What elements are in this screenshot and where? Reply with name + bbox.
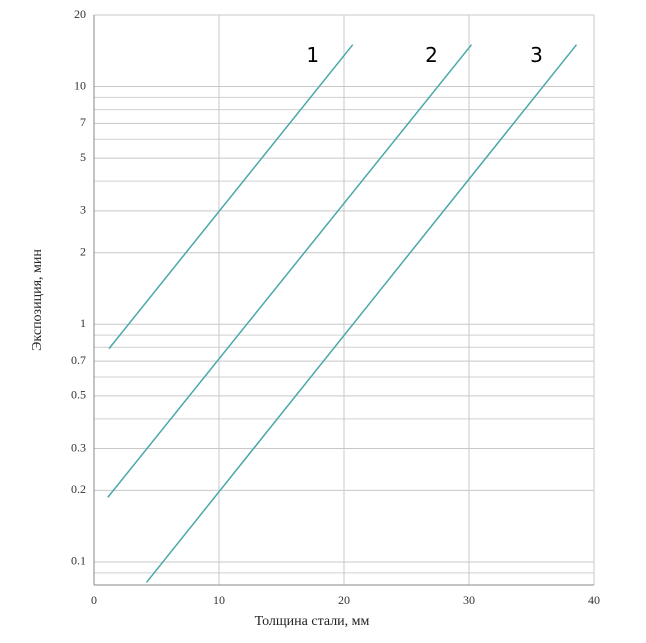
x-tick-label: 0 xyxy=(91,593,97,607)
series-line xyxy=(145,44,578,583)
y-tick-label: 10 xyxy=(74,78,86,92)
y-axis-title: Экспозиция, мин xyxy=(30,249,45,351)
series-label: 2 xyxy=(425,43,438,67)
y-tick-label: 0.7 xyxy=(71,353,86,367)
y-tick-label: 0.3 xyxy=(71,440,86,454)
series-label: 1 xyxy=(306,43,319,67)
x-tick-label: 20 xyxy=(338,593,350,607)
y-tick-label: 0.2 xyxy=(71,482,86,496)
series-line xyxy=(108,44,354,350)
y-tick-label: 3 xyxy=(80,203,86,217)
x-axis-title: Толщина стали, мм xyxy=(255,614,370,629)
y-tick-label: 20 xyxy=(74,7,86,21)
series-line xyxy=(107,44,473,498)
x-tick-label: 40 xyxy=(588,593,600,607)
y-tick-label: 5 xyxy=(80,150,86,164)
y-tick-label: 0.5 xyxy=(71,388,86,402)
y-tick-label: 7 xyxy=(80,115,86,129)
y-tick-label: 1 xyxy=(80,316,86,330)
y-tick-label: 2 xyxy=(80,244,86,258)
x-tick-label: 30 xyxy=(463,593,475,607)
series-label: 3 xyxy=(530,43,543,67)
y-tick-label: 0.1 xyxy=(71,554,86,568)
x-tick-label: 10 xyxy=(213,593,225,607)
